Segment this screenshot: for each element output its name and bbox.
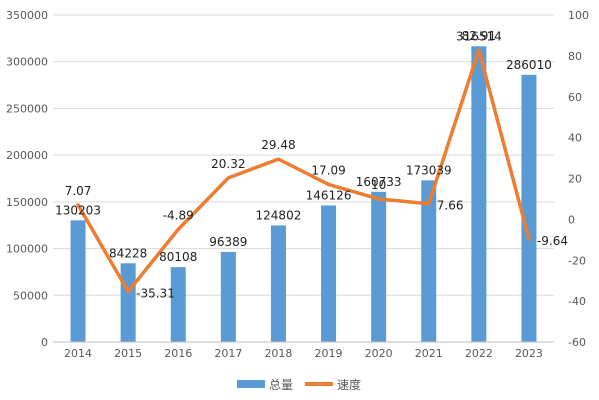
y-right-tick-label: -20 — [568, 254, 586, 267]
y-left-tick-label: 350000 — [6, 9, 48, 22]
bar — [170, 267, 186, 342]
bar-data-label: 130203 — [55, 203, 101, 217]
line-data-label: 82.91 — [462, 29, 496, 43]
bar-data-label: 173039 — [406, 163, 452, 177]
y-right-tick-label: 40 — [568, 132, 582, 145]
bar-data-label: 146126 — [306, 188, 352, 202]
x-tick-label: 2015 — [114, 347, 142, 360]
bar-series — [70, 46, 537, 342]
bar — [321, 205, 337, 342]
y-right-tick-label: 100 — [568, 9, 589, 22]
x-tick-label: 2023 — [515, 347, 543, 360]
bar-data-label: 96389 — [209, 235, 247, 249]
axes: 0 50000 100000 150000 200000 250000 300000 3500… — [6, 9, 589, 360]
bar-data-label: 80108 — [159, 250, 197, 264]
line-path — [76, 48, 531, 294]
bar — [421, 180, 437, 342]
bar — [471, 46, 487, 342]
line-data-label: 7.07 — [65, 184, 92, 198]
y-left-tick-label: 150000 — [6, 196, 48, 209]
bar-data-label: 316514 — [456, 29, 502, 43]
bar — [270, 225, 286, 342]
bar-data-label: 286010 — [506, 58, 552, 72]
line-data-label: -9.64 — [537, 234, 568, 248]
y-left-tick-label: 50000 — [13, 289, 48, 302]
line-data-label: 17.09 — [311, 163, 345, 177]
x-tick-label: 2022 — [465, 347, 493, 360]
y-right-tick-label: 0 — [568, 213, 575, 226]
y-left-tick-label: 200000 — [6, 149, 48, 162]
legend: 总量 速度 — [237, 377, 361, 392]
line-point — [276, 157, 280, 161]
bar — [371, 191, 387, 342]
bar — [120, 263, 136, 342]
y-left-tick-label: 100000 — [6, 243, 48, 256]
legend-label-bar: 总量 — [269, 378, 293, 392]
line-data-label: -35.31 — [136, 287, 175, 301]
x-tick-label: 2017 — [214, 347, 242, 360]
x-tick-label: 2014 — [64, 347, 92, 360]
y-right-tick-label: 60 — [568, 91, 582, 104]
y-left-tick-label: 0 — [41, 336, 48, 349]
line-point — [226, 176, 230, 180]
line-data-label: 20.32 — [211, 157, 245, 171]
x-tick-label: 2020 — [365, 347, 393, 360]
bar-data-label: 124802 — [256, 208, 302, 222]
x-tick-label: 2016 — [164, 347, 192, 360]
y-left-tick-label: 250000 — [6, 102, 48, 115]
bar — [70, 220, 86, 342]
line-data-label: 29.48 — [261, 138, 295, 152]
y-right-tick-label: 20 — [568, 173, 582, 186]
line-point — [327, 182, 331, 186]
x-tick-label: 2019 — [315, 347, 343, 360]
line-point — [126, 290, 130, 294]
line-point — [76, 203, 80, 207]
line-point — [527, 237, 531, 241]
y-right-tick-label: -60 — [568, 336, 586, 349]
line-point — [427, 202, 431, 206]
x-tick-label: 2018 — [264, 347, 292, 360]
y-right-tick-label: 80 — [568, 50, 582, 63]
line-data-label: 7.66 — [437, 199, 464, 213]
line-data-label: -4.89 — [163, 208, 194, 222]
line-point — [377, 197, 381, 201]
legend-label-line: 速度 — [337, 377, 361, 392]
line-series — [76, 48, 531, 294]
line-point — [176, 227, 180, 231]
legend-swatch-bar — [237, 380, 265, 388]
bar-data-label: 160733 — [356, 175, 402, 189]
line-data-label: 10 — [371, 178, 386, 192]
bar — [521, 74, 537, 342]
x-tick-label: 2021 — [415, 347, 443, 360]
bar — [220, 251, 236, 342]
gridlines — [53, 14, 554, 343]
bar-data-label: 84228 — [109, 246, 147, 260]
y-left-tick-label: 300000 — [6, 56, 48, 69]
line-point — [477, 48, 481, 52]
y-right-tick-label: -40 — [568, 295, 586, 308]
